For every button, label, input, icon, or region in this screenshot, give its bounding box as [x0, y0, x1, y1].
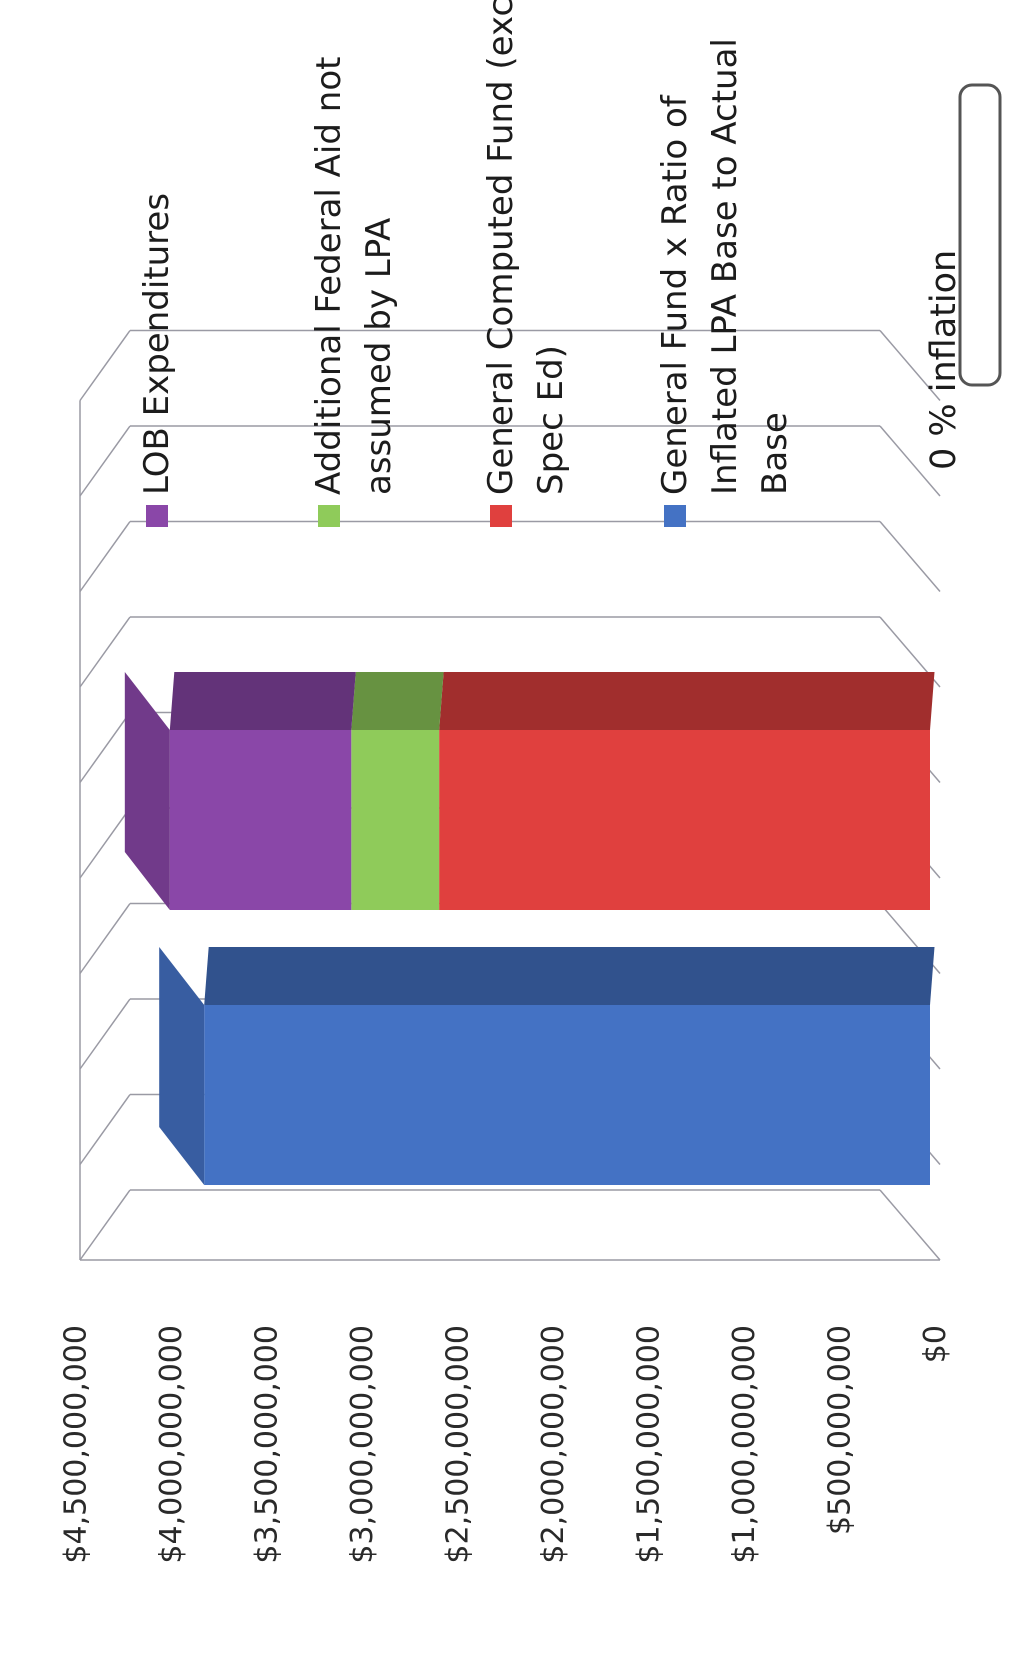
- legend: LOB Expenditures Additional Federal Aid n…: [137, 0, 795, 527]
- y-tick-label: $1,500,000,000: [632, 1325, 667, 1564]
- legend-item: LOB Expenditures: [137, 193, 177, 527]
- gridline-diagonal: [79, 998, 131, 1070]
- inflation-note: 0 % inflation: [924, 250, 964, 470]
- y-tick-label: $4,000,000,000: [154, 1325, 189, 1564]
- y-tick-label: $2,000,000,000: [536, 1325, 571, 1564]
- bar-top-face: [169, 672, 356, 730]
- legend-label: Base: [755, 412, 795, 495]
- y-tick-label: $1,000,000,000: [727, 1325, 762, 1564]
- legend-swatch: [318, 505, 340, 527]
- bar-segment: [351, 730, 440, 910]
- gridline-diagonal: [79, 903, 131, 974]
- gridline-floor: [879, 425, 941, 497]
- bar-segment: [204, 1005, 930, 1185]
- legend-label: Additional Federal Aid not: [309, 57, 349, 495]
- legend-item: Additional Federal Aid not assumed by LPA: [309, 57, 399, 527]
- legend-swatch: [664, 505, 686, 527]
- bar-top-face: [439, 672, 935, 730]
- gridline-floor: [879, 330, 941, 401]
- gridline-diagonal: [79, 1094, 131, 1165]
- legend-item: General Fund x Ratio of Inflated LPA Base…: [655, 38, 795, 527]
- y-tick-label: $3,000,000,000: [345, 1325, 380, 1564]
- bar-top-face: [351, 672, 444, 730]
- gridline-floor: [879, 521, 941, 592]
- legend-label: LOB Expenditures: [137, 193, 177, 495]
- legend-swatch: [490, 505, 512, 527]
- y-tick-label: $3,500,000,000: [250, 1325, 285, 1564]
- gridline-diagonal: [79, 712, 131, 783]
- gridline-diagonal: [79, 807, 131, 879]
- y-tick-label: $500,000,000: [823, 1325, 858, 1535]
- legend-swatch: [146, 505, 168, 527]
- legend-label: Spec Ed): [531, 345, 571, 495]
- legend-label: Inflated LPA Base to Actual: [705, 38, 745, 495]
- bar-top-face: [204, 947, 935, 1005]
- y-axis-ticks: $0 $500,000,000 $1,000,000,000 $1,500,000,0…: [59, 1325, 954, 1564]
- gridline-diagonal: [79, 616, 131, 688]
- y-tick-label: $0: [918, 1325, 953, 1363]
- y-tick-label: $4,500,000,000: [59, 1325, 94, 1564]
- legend-label: General Computed Fund (exc: [481, 0, 521, 495]
- gridline-diagonal: [79, 521, 131, 592]
- bar-segment: [439, 730, 930, 910]
- legend-item: General Computed Fund (exc Spec Ed): [481, 0, 571, 527]
- bar-end-face: [124, 672, 170, 910]
- legend-label: General Fund x Ratio of: [655, 94, 695, 495]
- gridline-floor: [879, 1189, 941, 1261]
- bar-segment: [169, 730, 352, 910]
- bars: [124, 672, 935, 1185]
- gridline-diagonal: [79, 425, 131, 497]
- bar-end-face: [159, 947, 205, 1185]
- legend-label: assumed by LPA: [359, 218, 399, 495]
- y-tick-label: $2,500,000,000: [441, 1325, 476, 1564]
- gridline-diagonal: [79, 330, 131, 401]
- frame-corner: [958, 83, 1002, 387]
- gridline-diagonal: [79, 1189, 131, 1261]
